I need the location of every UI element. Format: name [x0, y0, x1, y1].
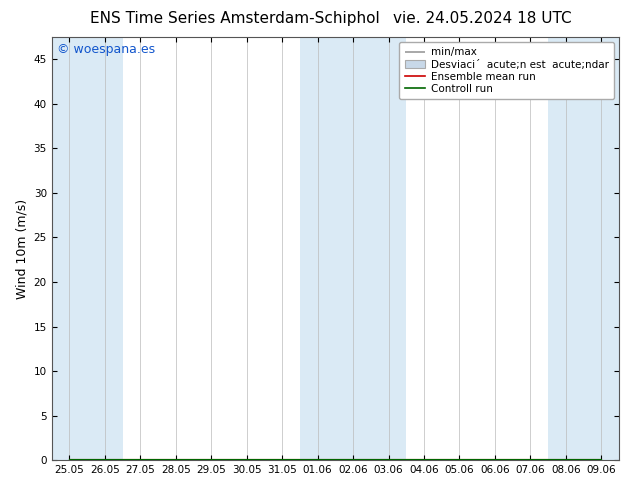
Legend: min/max, Desviaci´  acute;n est  acute;ndar, Ensemble mean run, Controll run: min/max, Desviaci´ acute;n est acute;nda… [399, 42, 614, 99]
Bar [51, 37, 122, 460]
Text: vie. 24.05.2024 18 UTC: vie. 24.05.2024 18 UTC [392, 11, 571, 26]
Bar [548, 37, 619, 460]
Text: © woespana.es: © woespana.es [57, 44, 155, 56]
Bar [300, 37, 406, 460]
Y-axis label: Wind 10m (m/s): Wind 10m (m/s) [15, 198, 28, 299]
Text: ENS Time Series Amsterdam-Schiphol: ENS Time Series Amsterdam-Schiphol [89, 11, 380, 26]
